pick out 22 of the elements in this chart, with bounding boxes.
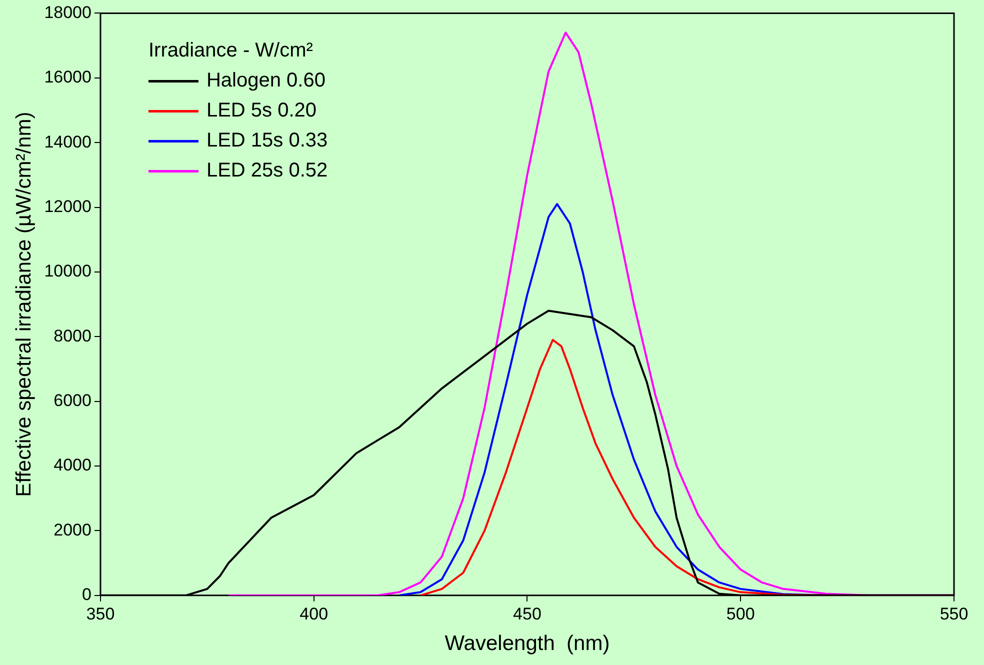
x-tick-label: 350 (86, 604, 115, 624)
y-tick-label: 6000 (54, 391, 92, 410)
y-tick-label: 14000 (44, 132, 92, 152)
y-tick-label: 12000 (44, 196, 92, 216)
y-tick-label: 10000 (44, 262, 92, 281)
y-axis-title: Effective spectral irradiance (µW/cm²/nm) (12, 112, 36, 497)
y-tick-label: 0 (82, 585, 92, 604)
x-tick-label: 450 (513, 604, 542, 624)
y-tick-label: 18000 (44, 2, 92, 22)
x-axis-title: Wavelength (nm) (444, 632, 610, 656)
legend-label: LED 5s 0.20 (206, 100, 317, 122)
y-tick-label: 16000 (44, 68, 92, 87)
x-tick-label: 400 (300, 604, 328, 624)
x-tick-label: 500 (726, 604, 755, 624)
y-tick-label: 2000 (54, 520, 92, 540)
legend-label: LED 25s 0.52 (206, 160, 328, 182)
legend-label: LED 15s 0.33 (206, 130, 328, 152)
legend-label: Halogen 0.60 (206, 70, 326, 92)
y-tick-label: 8000 (54, 326, 92, 346)
legend-title: Irradiance - W/cm² (148, 40, 314, 62)
y-tick-label: 4000 (54, 456, 92, 475)
x-tick-label: 550 (940, 604, 968, 624)
